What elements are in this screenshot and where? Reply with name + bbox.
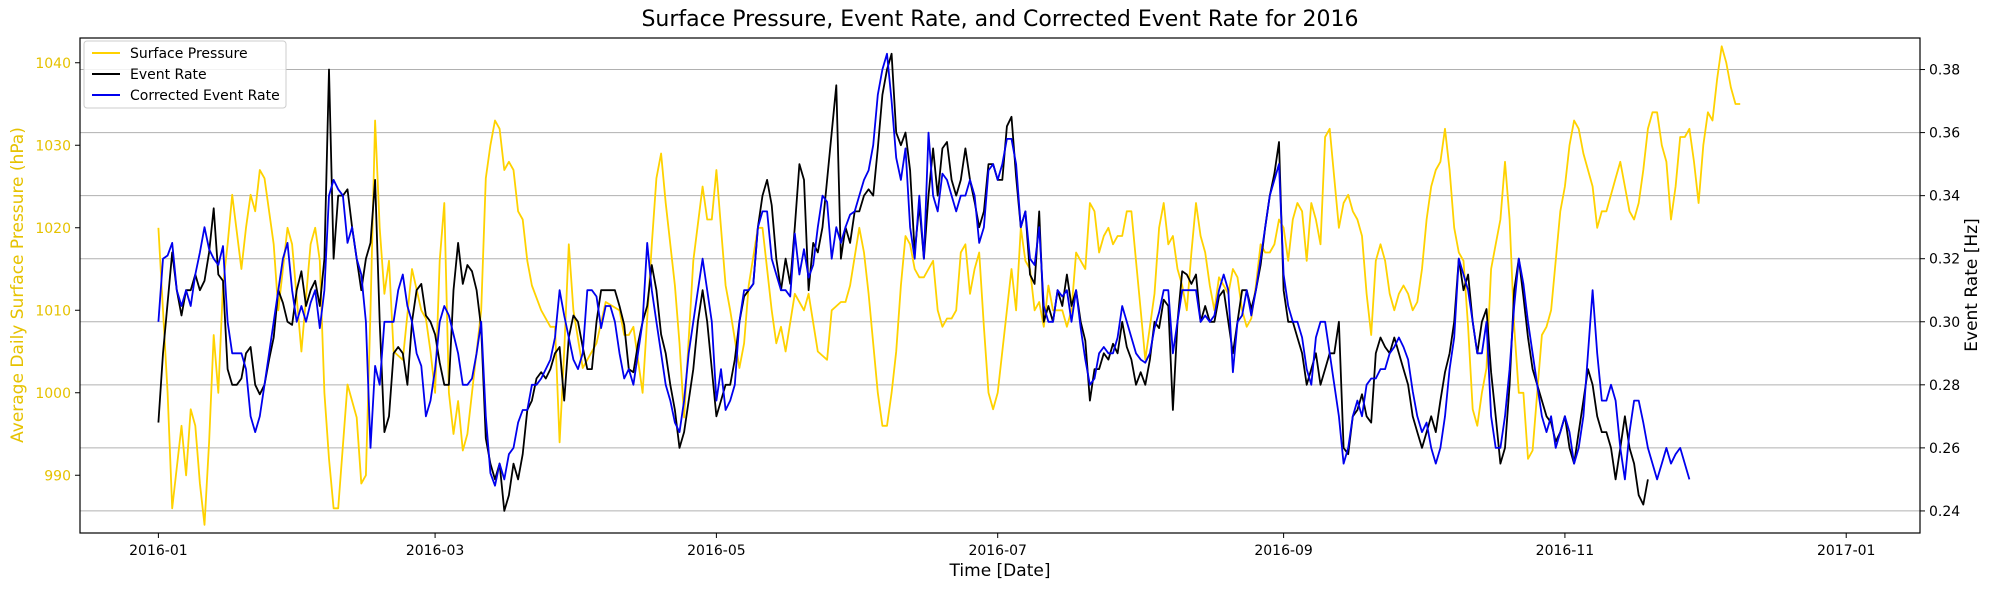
- legend-label-2: Corrected Event Rate: [130, 88, 280, 104]
- series-line-event-rate: [157, 52, 1649, 512]
- x-tick-label-6: 2017-01: [1817, 543, 1876, 559]
- y-right-tick-label-6: 0.36: [1929, 126, 1960, 142]
- x-tick-label-4: 2016-09: [1254, 543, 1313, 559]
- x-tick-label-3: 2016-07: [968, 543, 1027, 559]
- x-tick-label-5: 2016-11: [1536, 543, 1595, 559]
- y-right-tick-label-7: 0.38: [1929, 63, 1960, 79]
- x-tick-label-0: 2016-01: [129, 543, 188, 559]
- y-axis-label-right: Event Rate [Hz]: [1962, 218, 1982, 351]
- series-line-surface-pressure: [157, 45, 1741, 526]
- legend-label-1: Event Rate: [130, 67, 207, 83]
- legend-label-0: Surface Pressure: [130, 46, 248, 62]
- y-left-tick-label-4: 1030: [35, 138, 71, 154]
- y-left-tick-label-3: 1020: [35, 221, 71, 237]
- y-right-tick-label-0: 0.24: [1929, 504, 1960, 520]
- y-right-tick-label-1: 0.26: [1929, 441, 1960, 457]
- plot-frame: [79, 37, 1921, 534]
- x-tick-label-1: 2016-03: [406, 543, 465, 559]
- ticks-layer: 2016-01 2016-03 2016-05 2016-07 2016-09 2016-…: [35, 56, 1960, 559]
- x-tick-label-2: 2016-05: [687, 543, 746, 559]
- y-left-tick-label-5: 1040: [35, 56, 71, 72]
- y-right-tick-label-4: 0.32: [1929, 252, 1960, 268]
- y-right-tick-label-2: 0.28: [1929, 378, 1960, 394]
- y-left-tick-label-1: 1000: [35, 386, 71, 402]
- lines-layer: [157, 45, 1741, 526]
- y-left-tick-label-0: 990: [44, 468, 71, 484]
- grid-layer: [80, 69, 1920, 512]
- x-axis-label: Time [Date]: [949, 561, 1051, 581]
- y-left-tick-label-2: 1010: [35, 303, 71, 319]
- chart-title: Surface Pressure, Event Rate, and Correc…: [641, 7, 1358, 32]
- y-right-tick-label-5: 0.34: [1929, 189, 1960, 205]
- y-axis-label-left: Average Daily Surface Pressure (hPa): [8, 127, 28, 443]
- y-right-tick-label-3: 0.30: [1929, 315, 1960, 331]
- legend-box: [83, 40, 287, 109]
- legend: Surface Pressure Event Rate Corrected Even…: [83, 40, 287, 109]
- series-line-corrected-event-rate: [157, 52, 1691, 487]
